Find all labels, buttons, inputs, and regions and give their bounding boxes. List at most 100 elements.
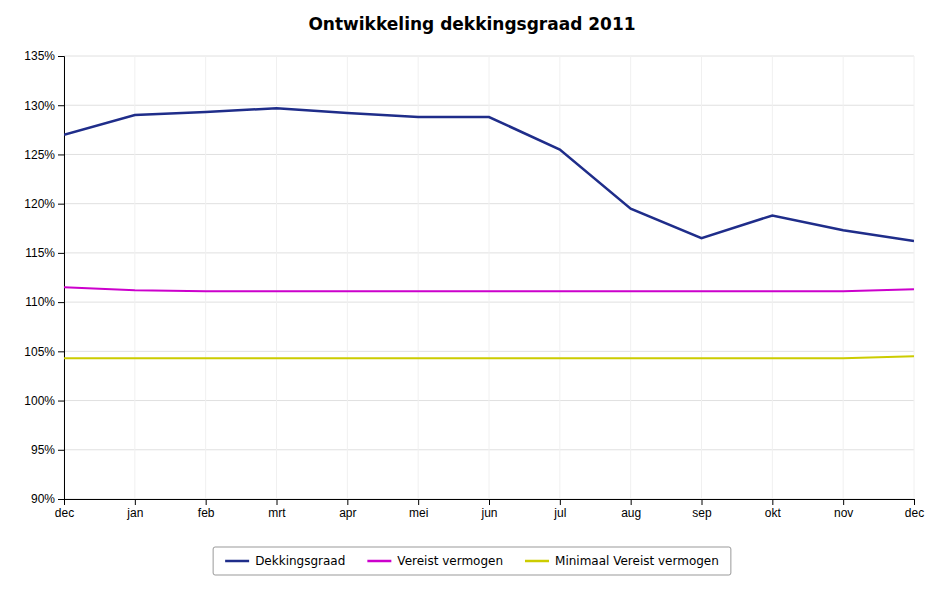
- x-tick-mark: [489, 499, 490, 505]
- y-tick: 95%: [31, 443, 64, 457]
- y-tick: 130%: [24, 99, 64, 113]
- legend: Dekkingsgraad Vereist vermogen Minimaal Ve…: [213, 547, 731, 575]
- y-tick: 105%: [24, 345, 64, 359]
- series-line: [64, 108, 914, 241]
- x-tick-mark: [206, 499, 207, 505]
- y-tick: 115%: [25, 246, 64, 260]
- y-tick: 90%: [31, 492, 64, 506]
- x-tick-label: okt: [765, 506, 782, 520]
- x-tick-mark: [702, 499, 703, 505]
- y-tick-label: 90%: [31, 492, 55, 506]
- x-tick-mark: [347, 499, 348, 505]
- y-tick-label: 130%: [24, 99, 55, 113]
- x-tick-label: mei: [409, 506, 428, 520]
- y-tick-mark: [58, 499, 64, 500]
- x-tick: mrt: [268, 499, 286, 520]
- y-tick-label: 120%: [24, 197, 55, 211]
- series-line: [64, 356, 914, 358]
- y-tick-mark: [58, 56, 64, 57]
- lines: [64, 108, 914, 358]
- y-axis-line: [58, 57, 65, 500]
- x-tick-mark: [914, 499, 915, 505]
- x-axis: dec jan feb mrt apr mei jun jul aug sep okt nov dec: [55, 499, 924, 520]
- x-tick: okt: [765, 499, 782, 520]
- chart: decjanfebmrtaprmeijunjulaugsepoktnovdec9…: [0, 0, 944, 599]
- x-tick-label: apr: [339, 506, 356, 520]
- grid-line-x: [205, 56, 206, 499]
- legend-swatch: [367, 560, 391, 563]
- x-tick: nov: [834, 499, 853, 520]
- x-tick-label: dec: [55, 506, 74, 520]
- y-tick-label: 135%: [24, 49, 55, 63]
- legend-item: Vereist vermogen: [367, 554, 503, 568]
- x-tick-label: sep: [692, 506, 712, 520]
- grid-line-x: [134, 56, 135, 499]
- x-tick-label: feb: [198, 506, 215, 520]
- y-tick-mark: [58, 302, 64, 303]
- y-axis: 90% 95% 100% 105% 110% 115% 120% 125% 130% 135%: [24, 49, 64, 506]
- x-tick: apr: [339, 499, 356, 520]
- grid-line-x: [559, 56, 560, 499]
- x-tick-label: jan: [126, 506, 143, 520]
- x-tick: dec: [55, 499, 74, 520]
- legend-label: Dekkingsgraad: [255, 554, 345, 568]
- x-tick-mark: [560, 499, 561, 505]
- x-axis-line: [65, 500, 915, 506]
- grid-line-x: [418, 56, 419, 499]
- grid-line-x: [843, 56, 844, 499]
- x-tick-label: dec: [905, 506, 924, 520]
- y-tick-label: 115%: [25, 246, 55, 260]
- grid-line-x: [772, 56, 773, 499]
- y-tick-label: 95%: [31, 443, 55, 457]
- y-tick-mark: [58, 204, 64, 205]
- x-tick-label: aug: [621, 506, 641, 520]
- y-tick-mark: [58, 105, 64, 106]
- y-tick-mark: [58, 351, 64, 352]
- y-tick-mark: [58, 450, 64, 451]
- legend-label: Minimaal Vereist vermogen: [555, 554, 719, 568]
- grid-line-x: [701, 56, 702, 499]
- x-tick: aug: [621, 499, 641, 520]
- x-tick: jun: [480, 499, 497, 520]
- x-tick-mark: [135, 499, 136, 505]
- grid: [64, 56, 914, 499]
- y-tick-label: 125%: [24, 148, 55, 162]
- x-tick: sep: [692, 499, 712, 520]
- y-tick-label: 110%: [25, 295, 55, 309]
- x-tick: jan: [126, 499, 143, 520]
- x-tick-mark: [772, 499, 773, 505]
- y-tick: 120%: [24, 197, 64, 211]
- grid-line-x: [276, 56, 277, 499]
- x-tick-label: nov: [834, 506, 853, 520]
- y-tick-label: 100%: [24, 394, 55, 408]
- title: Ontwikkeling dekkingsgraad 2011: [308, 14, 635, 34]
- x-tick-mark: [631, 499, 632, 505]
- y-tick-mark: [58, 253, 64, 254]
- grid-line-x: [630, 56, 631, 499]
- y-tick-mark: [58, 401, 64, 402]
- y-tick: 110%: [25, 295, 64, 309]
- grid-line-x: [347, 56, 348, 499]
- plot: decjanfebmrtaprmeijunjulaugsepoktnovdec9…: [24, 49, 924, 519]
- series-line: [64, 287, 914, 291]
- x-tick: feb: [198, 499, 215, 520]
- x-tick: jul: [553, 499, 566, 520]
- x-tick-label: mrt: [268, 506, 286, 520]
- grid-line-x: [914, 56, 915, 499]
- legend-swatch: [525, 560, 549, 563]
- legend-swatch: [225, 560, 249, 563]
- legend-frame: [213, 547, 731, 575]
- x-tick: dec: [905, 499, 924, 520]
- x-tick: mei: [409, 499, 428, 520]
- y-tick: 125%: [24, 148, 64, 162]
- x-tick-label: jul: [553, 506, 566, 520]
- y-tick-label: 105%: [24, 345, 55, 359]
- y-tick: 100%: [24, 394, 64, 408]
- legend-item: Dekkingsgraad: [225, 554, 345, 568]
- x-tick-mark: [277, 499, 278, 505]
- legend-label: Vereist vermogen: [397, 554, 503, 568]
- y-tick: 135%: [24, 49, 64, 63]
- x-tick-mark: [418, 499, 419, 505]
- legend-item: Minimaal Vereist vermogen: [525, 554, 719, 568]
- grid-line-x: [489, 56, 490, 499]
